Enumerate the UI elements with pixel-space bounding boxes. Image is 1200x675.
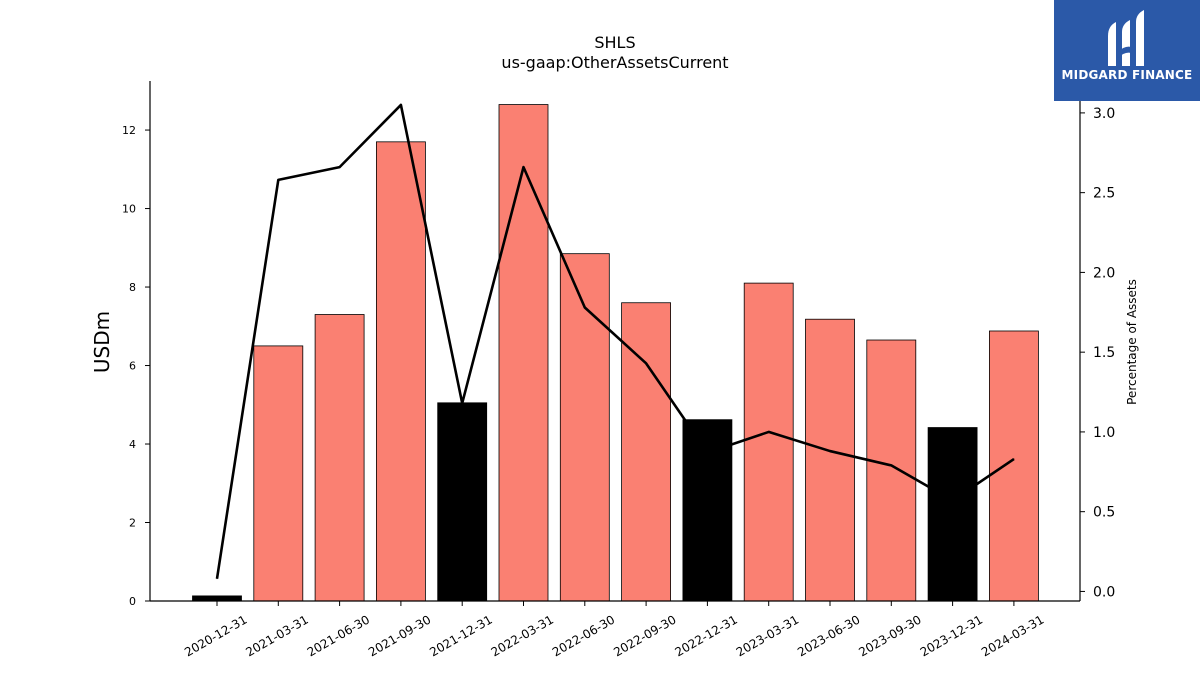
line-point — [829, 450, 831, 452]
bar — [682, 419, 733, 602]
bar — [437, 402, 488, 602]
y-tick-label: 6 — [129, 360, 136, 373]
logo-mark-icon — [1108, 10, 1144, 66]
x-tick-label: 2023-03-31 — [734, 612, 801, 659]
y2-tick-label: 0.0 — [1093, 584, 1115, 600]
line-point — [706, 452, 708, 454]
line-point — [461, 402, 463, 404]
y2-tick-label: 1.0 — [1093, 425, 1115, 441]
line-point — [277, 179, 279, 181]
bar — [314, 314, 365, 602]
y2-tick-label: 3.0 — [1093, 106, 1115, 122]
x-tick-label: 2023-12-31 — [918, 612, 985, 659]
x-tick-label: 2022-12-31 — [672, 612, 739, 659]
line-point — [584, 307, 586, 309]
bar — [559, 253, 610, 602]
y-tick-label: 2 — [129, 517, 136, 530]
y2-tick-label: 0.5 — [1093, 505, 1115, 521]
chart-title: SHLS — [594, 33, 635, 52]
bar — [989, 330, 1039, 602]
bar — [375, 141, 426, 602]
line-point — [216, 578, 218, 580]
y2-axis-label: Percentage of Assets — [1125, 279, 1139, 405]
line-point — [1013, 458, 1015, 460]
series-line — [215, 103, 1015, 579]
x-tick-label: 2021-09-30 — [366, 612, 433, 659]
y-tick-label: 10 — [122, 203, 136, 216]
chart-subtitle: us-gaap:OtherAssetsCurrent — [501, 53, 728, 72]
line-point — [645, 362, 647, 364]
y-tick-label: 12 — [122, 124, 136, 137]
y2-tick-label: 2.0 — [1093, 265, 1115, 281]
y-tick-label: 8 — [129, 281, 136, 294]
x-tick-label: 2022-03-31 — [489, 612, 556, 659]
x-tick-label: 2021-12-31 — [427, 612, 494, 659]
y-tick-label: 0 — [129, 595, 136, 608]
x-tick-label: 2022-06-30 — [550, 612, 617, 659]
bar — [621, 302, 671, 602]
bar — [498, 104, 549, 602]
y2-tick-label: 2.5 — [1093, 186, 1115, 202]
x-tick-label: 2022-09-30 — [611, 612, 678, 659]
bar — [192, 595, 242, 602]
x-tick-label: 2024-03-31 — [979, 612, 1046, 659]
line-point — [400, 104, 402, 106]
line-point — [339, 166, 341, 168]
line-point — [523, 166, 524, 168]
x-tick-label: 2023-09-30 — [856, 612, 923, 659]
y-axis-label: USDm — [90, 311, 114, 373]
bar — [866, 339, 917, 602]
bar — [743, 282, 794, 602]
bar — [253, 345, 304, 602]
line-point — [768, 431, 770, 433]
x-tick-label: 2023-06-30 — [795, 612, 862, 659]
line-series — [215, 103, 1015, 580]
line-point — [890, 464, 892, 466]
x-tick-label: 2020-12-31 — [182, 612, 249, 659]
bar-series — [192, 104, 1039, 602]
bar — [805, 318, 855, 602]
midgard-finance-logo: MIDGARD FINANCE — [1054, 0, 1200, 101]
y-tick-label: 4 — [129, 438, 136, 451]
line-point — [952, 500, 954, 502]
logo-text: MIDGARD FINANCE — [1061, 68, 1193, 82]
bar — [927, 427, 978, 602]
x-tick-label: 2021-03-31 — [243, 612, 310, 659]
x-tick-label: 2021-06-30 — [305, 612, 372, 659]
y2-tick-label: 1.5 — [1093, 345, 1115, 361]
